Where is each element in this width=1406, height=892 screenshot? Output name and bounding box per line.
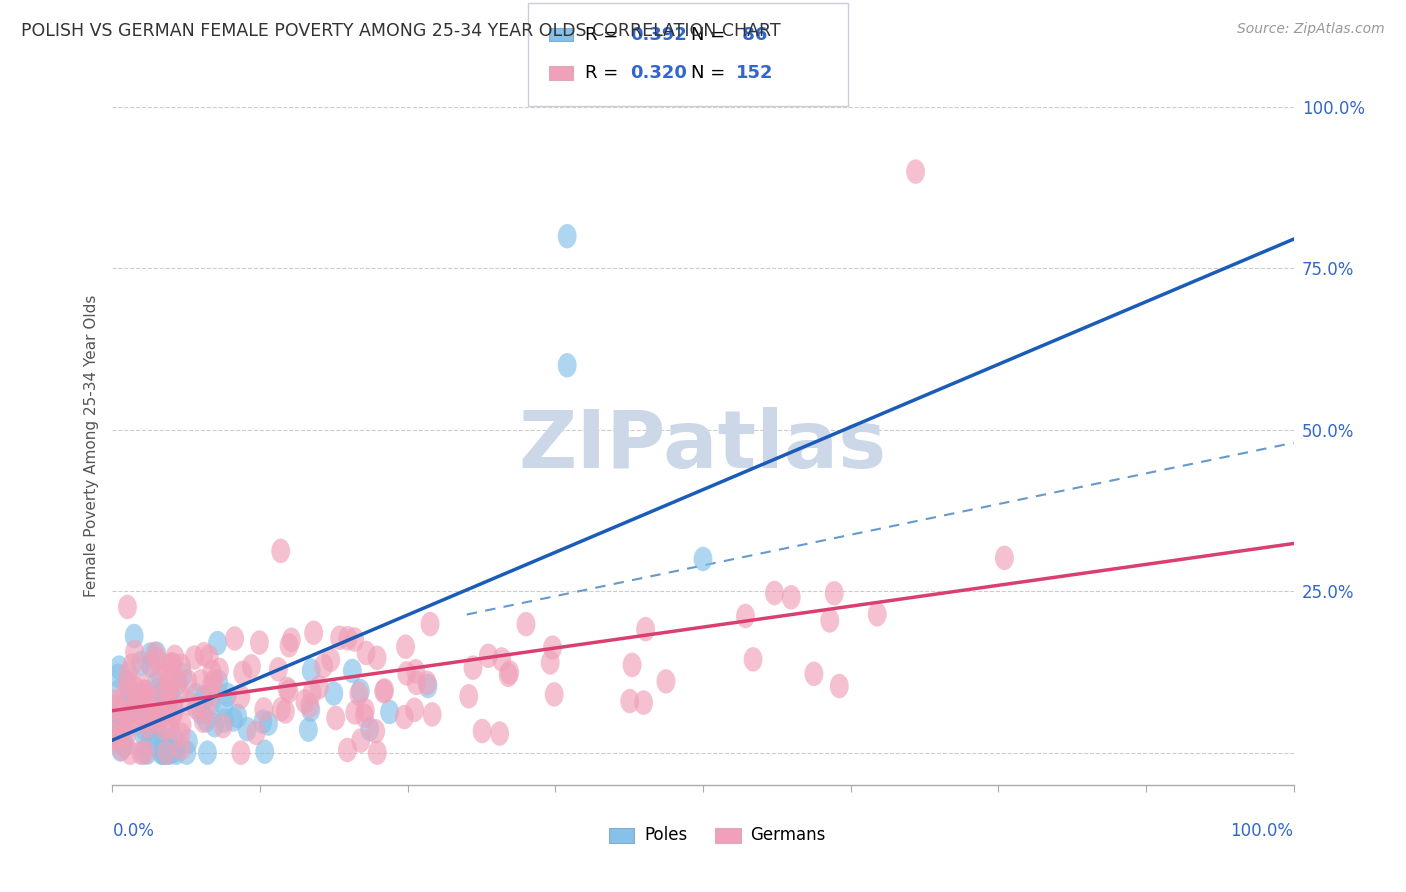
- Text: 100.0%: 100.0%: [1230, 822, 1294, 839]
- Text: 86: 86: [737, 26, 768, 44]
- Text: Source: ZipAtlas.com: Source: ZipAtlas.com: [1237, 22, 1385, 37]
- Text: 152: 152: [737, 64, 773, 82]
- Text: R =: R =: [585, 64, 624, 82]
- Text: ZIPatlas: ZIPatlas: [519, 407, 887, 485]
- Text: N =: N =: [692, 64, 731, 82]
- FancyBboxPatch shape: [550, 28, 574, 41]
- Text: Germans: Germans: [751, 826, 825, 844]
- Text: Poles: Poles: [644, 826, 688, 844]
- Text: R =: R =: [585, 26, 624, 44]
- Text: 0.0%: 0.0%: [112, 822, 155, 839]
- FancyBboxPatch shape: [609, 828, 634, 843]
- FancyBboxPatch shape: [714, 828, 741, 843]
- FancyBboxPatch shape: [529, 4, 848, 105]
- Text: 0.392: 0.392: [630, 26, 686, 44]
- Y-axis label: Female Poverty Among 25-34 Year Olds: Female Poverty Among 25-34 Year Olds: [83, 295, 98, 597]
- Text: 0.320: 0.320: [630, 64, 686, 82]
- Text: N =: N =: [692, 26, 731, 44]
- Text: POLISH VS GERMAN FEMALE POVERTY AMONG 25-34 YEAR OLDS CORRELATION CHART: POLISH VS GERMAN FEMALE POVERTY AMONG 25…: [21, 22, 780, 40]
- FancyBboxPatch shape: [550, 66, 574, 80]
